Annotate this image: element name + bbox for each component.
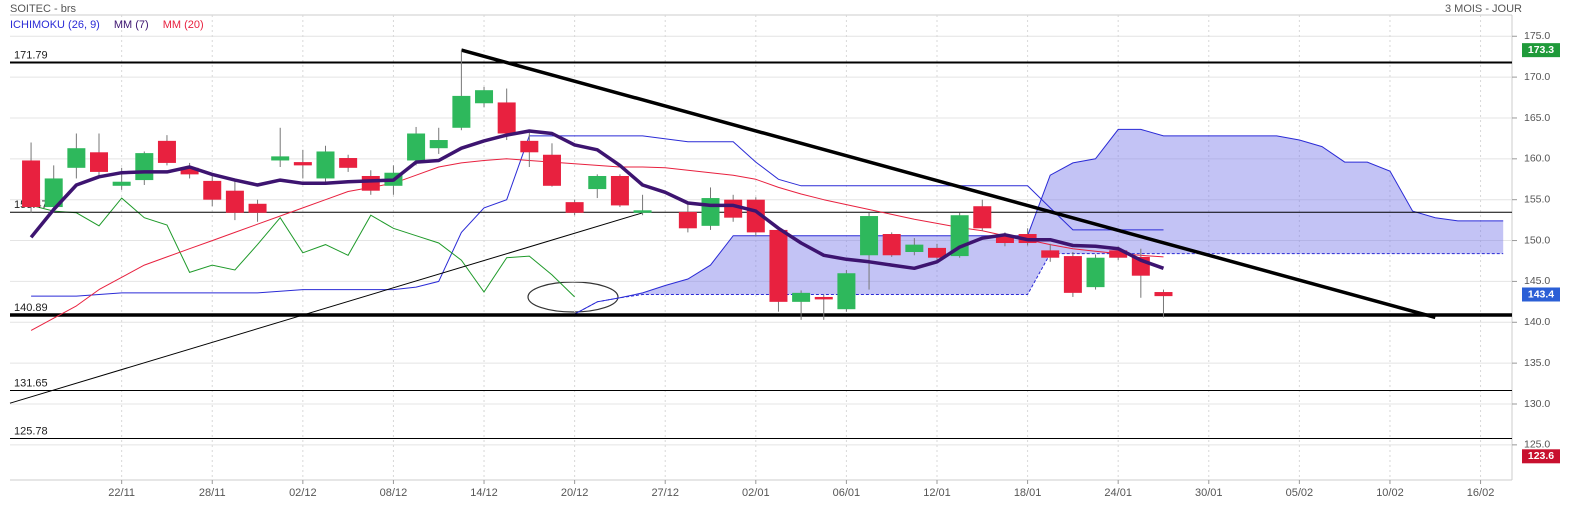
candle-body: [22, 160, 41, 208]
legend-entry: MM (7): [114, 19, 149, 31]
x-tick-label: 20/12: [561, 487, 589, 499]
x-tick-label: 14/12: [470, 487, 498, 499]
y-tick-label: 125.0: [1524, 439, 1550, 451]
candle-body: [927, 247, 946, 258]
trendline: [460, 48, 1436, 320]
x-tick-label: 18/01: [1014, 487, 1042, 499]
price-badge-label: 143.4: [1528, 288, 1554, 300]
candle-body: [882, 234, 901, 256]
candle-body: [157, 140, 176, 163]
moving-average-line: [30, 158, 1164, 331]
y-tick-label: 165.0: [1524, 112, 1550, 124]
x-tick-label: 27/12: [651, 487, 679, 499]
level-label: 140.89: [14, 302, 48, 314]
candle-body: [248, 203, 267, 213]
y-tick-label: 135.0: [1524, 357, 1550, 369]
candle-body: [633, 210, 652, 213]
candle-body: [769, 229, 788, 302]
x-tick-label: 28/11: [199, 487, 226, 499]
candle-body: [905, 244, 924, 252]
ichimoku-cloud: [574, 129, 1504, 315]
chart-title: SOITEC - brs: [10, 3, 77, 15]
candle-body: [429, 140, 448, 149]
candle-body: [203, 180, 222, 200]
price-badge-label: 123.6: [1528, 450, 1554, 462]
ichimoku-chikou: [30, 197, 575, 298]
price-badge-label: 173.3: [1528, 44, 1554, 56]
level-label: 131.65: [14, 377, 48, 389]
x-tick-label: 16/02: [1467, 487, 1495, 499]
candle-body: [701, 198, 720, 226]
trendline: [9, 212, 643, 404]
candle-body: [1109, 250, 1128, 258]
candle-body: [67, 148, 86, 168]
annotation-ellipse: [527, 281, 619, 313]
candle-body: [860, 216, 879, 256]
candle-body: [90, 152, 109, 172]
candle-body: [452, 95, 471, 128]
x-tick-label: 08/12: [380, 487, 408, 499]
candle-body: [1063, 256, 1082, 293]
candle-body: [293, 162, 312, 166]
candle-body: [1154, 292, 1173, 297]
candle-body: [475, 90, 494, 104]
candle-body: [542, 154, 561, 186]
candle-body: [995, 236, 1014, 244]
legend-entry: ICHIMOKU (26, 9): [10, 19, 100, 31]
y-tick-label: 170.0: [1524, 71, 1550, 83]
price-badge: [1522, 43, 1560, 58]
ichimoku-kijun: [31, 135, 1164, 297]
y-tick-label: 145.0: [1524, 275, 1550, 287]
price-badge: [1522, 287, 1560, 302]
x-tick-label: 02/01: [742, 487, 770, 499]
candle-body: [1086, 257, 1105, 288]
candle-body: [565, 202, 584, 213]
candle-body: [746, 199, 765, 233]
x-tick-label: 06/01: [833, 487, 861, 499]
ichimoku-upper: [574, 128, 1504, 315]
candle-body: [180, 167, 199, 175]
y-tick-label: 140.0: [1524, 316, 1550, 328]
candle-body: [135, 153, 154, 181]
y-tick-label: 155.0: [1524, 193, 1550, 205]
candle-body: [588, 175, 607, 190]
legend-entry: MM (20): [163, 19, 204, 31]
price-badge: [1522, 449, 1560, 464]
y-tick-label: 160.0: [1524, 153, 1550, 165]
chart-subtitle: 3 MOIS - JOUR: [1445, 3, 1522, 15]
candle-body: [407, 133, 426, 161]
candle-body: [792, 292, 811, 302]
candle-body: [44, 178, 63, 208]
x-tick-label: 24/01: [1104, 487, 1132, 499]
x-tick-label: 22/11: [108, 487, 135, 499]
y-tick-label: 175.0: [1524, 30, 1550, 42]
candle-body: [271, 156, 290, 161]
candle-body: [1041, 250, 1060, 258]
candle-body: [497, 102, 516, 134]
candle-body: [610, 175, 629, 206]
candle-body: [678, 211, 697, 229]
x-tick-label: 05/02: [1286, 487, 1314, 499]
level-label: 125.78: [14, 425, 48, 437]
candle-body: [112, 181, 131, 186]
y-tick-label: 130.0: [1524, 398, 1550, 410]
candle-body: [339, 158, 358, 168]
x-tick-label: 12/01: [923, 487, 951, 499]
candle-body: [973, 206, 992, 229]
candle-body: [520, 140, 539, 153]
x-tick-label: 30/01: [1195, 487, 1223, 499]
candle-body: [225, 190, 244, 213]
level-label: 171.79: [14, 49, 48, 61]
x-tick-label: 02/12: [289, 487, 317, 499]
candle-body: [361, 175, 380, 191]
candle-body: [837, 273, 856, 310]
candle-body: [316, 151, 335, 179]
x-tick-label: 10/02: [1376, 487, 1404, 499]
candle-body: [814, 296, 833, 300]
y-tick-label: 150.0: [1524, 234, 1550, 246]
ichimoku-lower: [574, 253, 1504, 315]
moving-average-line: [29, 129, 1165, 271]
